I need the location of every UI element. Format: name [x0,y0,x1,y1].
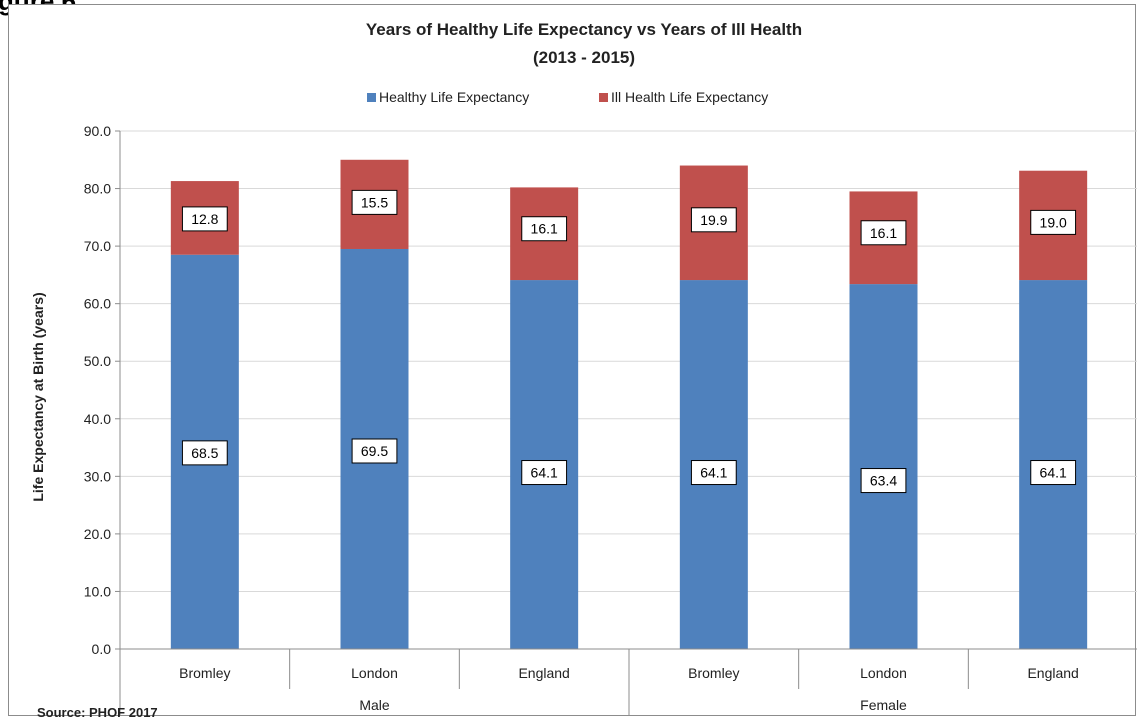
category-label: England [518,665,569,681]
category-label: England [1027,665,1078,681]
category-label: London [860,665,907,681]
data-label: 68.5 [191,445,218,461]
data-label-box [351,438,398,464]
y-tick-label: 70.0 [84,238,111,254]
data-label: 64.1 [1040,465,1067,481]
legend-label-healthy: Healthy Life Expectancy [379,89,529,105]
data-label: 15.5 [361,194,388,210]
data-labels: 68.5 12.8 69.5 15.5 64.1 16.1 64.1 19.9 63.4 16.1… [181,189,1077,494]
data-label-box [690,207,737,233]
stacked-bar-chart: 0.0 10.0 20.0 30.0 40.0 50.0 60.0 70.0 80.0 90.0 B… [30,20,1137,717]
data-label-box [521,460,568,486]
data-label-box [181,440,228,466]
chart-area: 0.0 10.0 20.0 30.0 40.0 50.0 60.0 70.0 80.0 90.0 B… [8,4,1137,717]
y-axis-title: Life Expectancy at Birth (years) [30,292,46,501]
group-label: Male [359,697,390,713]
data-label-box [1030,460,1077,486]
data-label-box [690,460,737,486]
data-label-box [351,189,398,215]
data-label-box [860,220,907,246]
legend: Healthy Life Expectancy Ill Health Life … [367,89,768,105]
category-label: Bromley [688,665,739,681]
y-tick-label: 90.0 [84,123,111,139]
bars [170,159,1088,649]
source-note: Source: PHOF 2017 [37,705,158,717]
category-label: London [351,665,398,681]
data-label-box [521,216,568,242]
data-label: 63.4 [870,473,897,489]
chart-title-line-2: (2013 - 2015) [533,48,635,67]
y-tick-label: 0.0 [92,641,112,657]
data-label-box [181,206,228,232]
data-label: 64.1 [700,465,727,481]
y-tick-label: 20.0 [84,526,111,542]
legend-swatch-healthy [367,93,376,102]
y-tick-label: 60.0 [84,296,111,312]
gridlines [120,130,1137,592]
data-label: 19.9 [700,212,727,228]
legend-label-ill-health: Ill Health Life Expectancy [611,89,768,105]
data-label: 16.1 [531,221,558,237]
y-tick-label: 80.0 [84,181,111,197]
y-tick-label: 10.0 [84,583,111,599]
group-label: Female [860,697,907,713]
axes: 0.0 10.0 20.0 30.0 40.0 50.0 60.0 70.0 80.0 90.0 B… [84,123,1137,715]
category-label: Bromley [179,665,230,681]
legend-swatch-ill-health [599,93,608,102]
y-tick-label: 40.0 [84,411,111,427]
data-label: 69.5 [361,443,388,459]
legend-item-healthy[interactable]: Healthy Life Expectancy [367,89,529,105]
data-label-box [860,468,907,494]
legend-item-ill-health[interactable]: Ill Health Life Expectancy [599,89,768,105]
data-label: 64.1 [531,465,558,481]
bar-healthy[interactable] [849,284,918,649]
chart-title-line-1: Years of Healthy Life Expectancy vs Year… [366,20,802,39]
data-label: 16.1 [870,225,897,241]
y-tick-label: 50.0 [84,353,111,369]
y-tick-label: 30.0 [84,468,111,484]
data-label-box [1030,209,1077,235]
data-label: 19.0 [1040,214,1067,230]
data-label: 12.8 [191,211,218,227]
